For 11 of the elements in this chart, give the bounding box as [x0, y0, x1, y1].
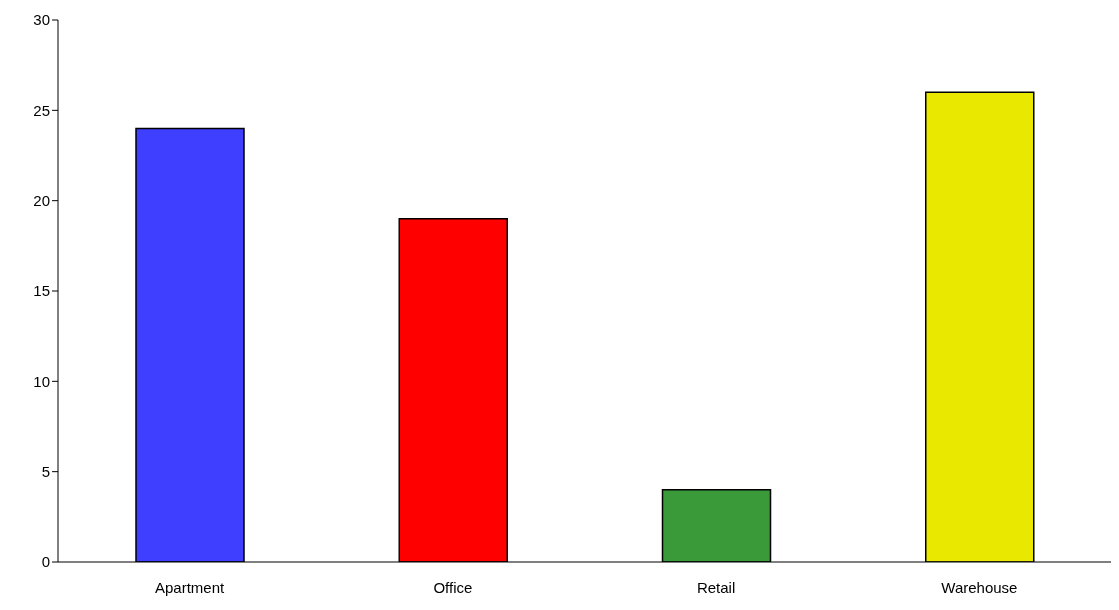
y-tick-label: 0 — [41, 553, 50, 571]
x-tick-label: Retail — [696, 578, 736, 596]
y-tick-label: 20 — [33, 191, 50, 209]
y-tick-label: 5 — [41, 462, 50, 480]
x-tick-label: Warehouse — [941, 578, 1018, 596]
y-tick-label: 30 — [33, 11, 50, 29]
y-tick-label: 25 — [33, 101, 50, 119]
y-tick-label: 15 — [33, 282, 50, 300]
y-tick-label: 10 — [33, 372, 50, 390]
x-tick-label: Office — [433, 578, 473, 596]
x-tick-label: Apartment — [155, 578, 226, 596]
